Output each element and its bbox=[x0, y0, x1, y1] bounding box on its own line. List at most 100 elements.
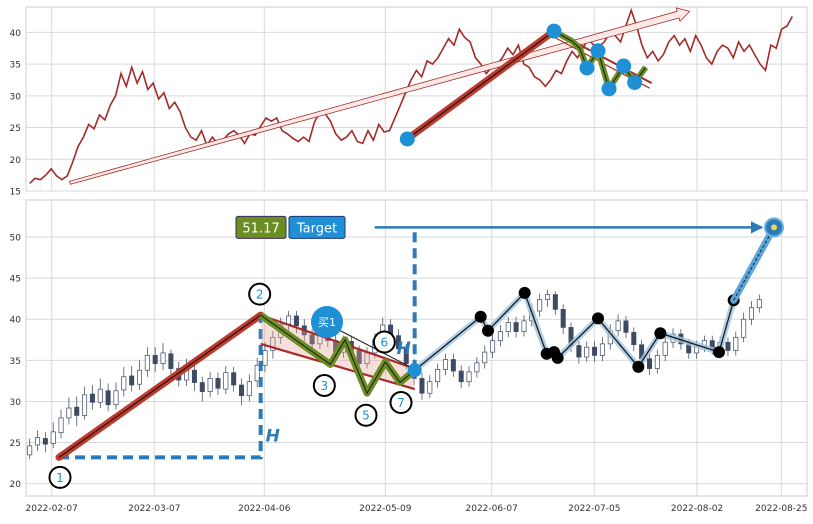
candle-body bbox=[615, 320, 621, 332]
detail-y-axis: 20 25 30 35 40 45 50 bbox=[10, 234, 22, 491]
candle-body bbox=[286, 315, 292, 325]
candle-body bbox=[631, 332, 637, 346]
candle-body bbox=[552, 294, 558, 310]
candle-body bbox=[592, 346, 598, 356]
pivot-marker bbox=[590, 43, 606, 59]
detail-x-tick-label: 2022-06-07 bbox=[466, 504, 518, 514]
target-label-text: Target bbox=[296, 221, 337, 236]
detail-x-tick-label: 2022-05-09 bbox=[359, 504, 412, 514]
pivot-marker bbox=[399, 131, 415, 147]
buy-pointer bbox=[338, 329, 411, 368]
candle-body bbox=[231, 372, 237, 386]
candle-body bbox=[191, 369, 197, 383]
detail-x-axis: 2022-02-07 2022-03-07 2022-04-06 2022-05-09… bbox=[26, 504, 808, 514]
detail-y-tick-label: 50 bbox=[10, 234, 22, 244]
detail-x-tick-label: 2022-08-25 bbox=[755, 504, 807, 514]
candle-body bbox=[66, 407, 72, 419]
swing-point-marker bbox=[654, 327, 667, 340]
pivot-marker bbox=[616, 58, 632, 74]
pivot-marker bbox=[546, 23, 562, 39]
detail-y-tick-label: 40 bbox=[10, 316, 22, 326]
candle-body bbox=[458, 370, 464, 383]
projection-arrow bbox=[69, 7, 691, 185]
candle-body bbox=[756, 299, 762, 309]
candle-body bbox=[419, 378, 425, 394]
candle-body bbox=[576, 345, 582, 358]
correction-zigzag bbox=[260, 314, 416, 395]
candle-body bbox=[42, 438, 48, 445]
candle-body bbox=[89, 393, 95, 403]
candle-body bbox=[427, 381, 433, 394]
swing-point-marker bbox=[474, 310, 487, 323]
detail-x-tick-label: 2022-03-07 bbox=[128, 504, 180, 514]
candle-body bbox=[537, 299, 543, 312]
candle-body bbox=[599, 343, 605, 356]
target-value-badge bbox=[235, 215, 287, 239]
impulse-leg bbox=[58, 314, 262, 458]
swing-point-marker bbox=[713, 346, 725, 359]
overview-y-tick-label: 35 bbox=[10, 61, 21, 71]
candle-body bbox=[646, 358, 652, 369]
overview-y-tick-label: 30 bbox=[10, 92, 22, 102]
candle-body bbox=[113, 390, 119, 406]
candle-body bbox=[482, 351, 488, 364]
candle-body bbox=[207, 378, 213, 392]
detail-x-tick-label: 2022-02-07 bbox=[26, 504, 78, 514]
candle-body bbox=[74, 406, 80, 416]
candle-body bbox=[403, 348, 409, 364]
candle-body bbox=[137, 369, 143, 385]
pivot-number-circle bbox=[48, 465, 72, 489]
price-line bbox=[29, 7, 793, 184]
candle-body bbox=[505, 322, 511, 332]
candle-body bbox=[450, 359, 456, 372]
candle-body bbox=[741, 318, 747, 338]
detail-x-tick-label: 2022-08-02 bbox=[671, 504, 723, 514]
overview-annotations bbox=[69, 7, 691, 185]
candle-body bbox=[254, 364, 260, 382]
pivot-number-circle bbox=[389, 391, 413, 415]
candle-body bbox=[442, 359, 449, 370]
candle-body bbox=[238, 384, 245, 397]
overview-y-tick-label: 25 bbox=[10, 124, 21, 134]
target-value-text: 51.17 bbox=[242, 221, 279, 236]
candle-body bbox=[584, 346, 590, 358]
detail-y-tick-label: 35 bbox=[10, 357, 21, 367]
candle-body bbox=[246, 381, 252, 397]
swing-point-marker bbox=[551, 351, 564, 364]
buy-badge bbox=[311, 306, 343, 338]
pivot-marker bbox=[601, 81, 617, 97]
pivot-number-label: 6 bbox=[381, 335, 389, 349]
candle-body bbox=[82, 394, 88, 416]
buy-point-marker bbox=[407, 363, 422, 378]
candle-body bbox=[270, 336, 276, 351]
candle-body bbox=[654, 355, 660, 369]
candle-body bbox=[395, 335, 401, 350]
candle-body bbox=[497, 331, 503, 341]
overview-panel: 15 20 25 30 35 40 bbox=[10, 6, 808, 198]
target-projection bbox=[733, 227, 775, 301]
swing-point-marker bbox=[518, 286, 531, 299]
candle-body bbox=[152, 355, 158, 364]
candle-body bbox=[105, 390, 111, 406]
candle-body bbox=[490, 340, 496, 353]
buy-badge-text: 买1 bbox=[318, 316, 336, 329]
pivot-number-label: 5 bbox=[362, 409, 370, 423]
overview-y-tick-label: 40 bbox=[10, 29, 22, 39]
detail-x-tick-label: 2022-07-05 bbox=[568, 504, 620, 514]
overview-y-axis: 15 20 25 30 35 40 bbox=[10, 29, 22, 198]
candle-body bbox=[223, 372, 229, 390]
pivot-number-label: 3 bbox=[321, 379, 329, 393]
pivot-marker bbox=[627, 75, 643, 91]
candle-body bbox=[129, 375, 135, 386]
overview-y-tick-label: 15 bbox=[10, 188, 21, 198]
height-label: H bbox=[266, 426, 280, 446]
candle-body bbox=[97, 388, 103, 403]
swing-point-marker bbox=[482, 324, 494, 337]
candle-body bbox=[544, 294, 551, 300]
candle-body bbox=[199, 382, 205, 392]
impulse-leg bbox=[406, 30, 555, 140]
detail-annotations: H H 51.17 Target 买1 1 2 3 5 6 7 bbox=[48, 215, 784, 489]
candle-body bbox=[262, 350, 268, 366]
